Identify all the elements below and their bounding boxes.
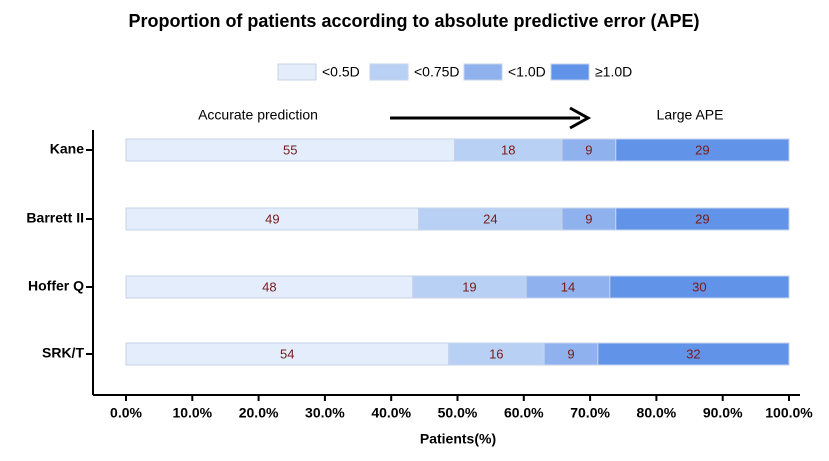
x-tick-label: 80.0% <box>637 405 677 421</box>
annotation: Large APE <box>657 107 724 123</box>
y-tick-label: Hoffer Q <box>28 278 84 294</box>
x-tick-label: 10.0% <box>172 405 212 421</box>
bar-segment <box>615 138 790 162</box>
legend-label: <0.75D <box>414 64 460 80</box>
legend-swatch <box>463 63 503 81</box>
data-label: 49 <box>265 211 279 226</box>
data-label: 18 <box>501 142 515 157</box>
y-tick-label: Kane <box>50 141 84 157</box>
x-tick-label: 100.0% <box>765 405 813 421</box>
legend-label: ≥1.0D <box>595 64 632 80</box>
data-label: 54 <box>280 346 294 361</box>
x-tick-label: 70.0% <box>570 405 610 421</box>
x-tick-label: 40.0% <box>371 405 411 421</box>
x-tick-label: 30.0% <box>305 405 345 421</box>
legend-label: <0.5D <box>322 64 360 80</box>
x-tick-label: 60.0% <box>504 405 544 421</box>
x-tick-label: 50.0% <box>438 405 478 421</box>
x-tick-label: 20.0% <box>239 405 279 421</box>
legend-swatch <box>277 63 317 81</box>
data-label: 9 <box>585 211 592 226</box>
data-label: 48 <box>262 279 276 294</box>
x-axis-label: Patients(%) <box>420 431 496 447</box>
data-label: 19 <box>462 279 476 294</box>
bar-segment <box>609 275 790 299</box>
y-tick-label: SRK/T <box>42 345 84 361</box>
bar-segment <box>615 207 790 231</box>
data-label: 9 <box>585 142 592 157</box>
data-label: 16 <box>489 346 503 361</box>
data-label: 55 <box>283 142 297 157</box>
legend-label: <1.0D <box>508 64 546 80</box>
data-label: 29 <box>695 211 709 226</box>
data-label: 14 <box>561 279 575 294</box>
legend-swatch <box>369 63 409 81</box>
chart-title: Proportion of patients according to abso… <box>128 11 699 31</box>
arrow-head <box>569 106 592 130</box>
x-tick-label: 90.0% <box>703 405 743 421</box>
data-label: 24 <box>483 211 497 226</box>
legend-swatch <box>550 63 590 81</box>
x-tick-label: 0.0% <box>110 405 142 421</box>
y-tick-label: Barrett II <box>26 210 84 226</box>
bar-segment <box>597 342 790 366</box>
data-label: 30 <box>692 279 706 294</box>
data-label: 29 <box>695 142 709 157</box>
data-label: 9 <box>567 346 574 361</box>
data-label: 32 <box>686 346 700 361</box>
annotation: Accurate prediction <box>198 107 318 123</box>
